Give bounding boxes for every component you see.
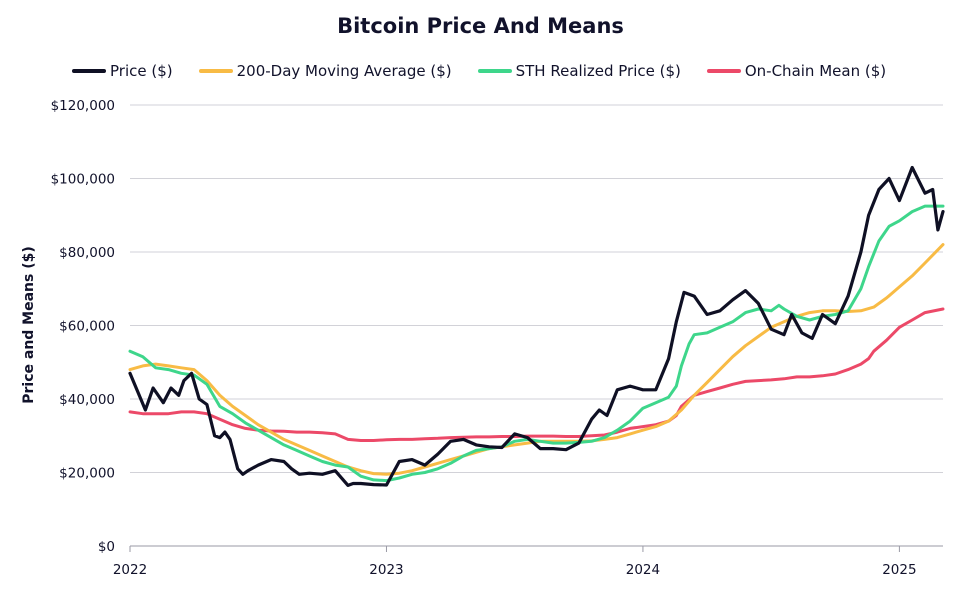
y-tick-label: $80,000 [59,245,115,261]
legend-item-sth-realized: STH Realized Price ($) [477,62,681,80]
y-tick-label: $40,000 [59,392,115,408]
x-axis: 2022 2023 2024 2025 [113,546,917,578]
x-tick-label: 2024 [626,562,660,578]
y-axis-label: Price and Means ($) [21,246,37,404]
legend-label-on-chain-mean: On-Chain Mean ($) [744,62,887,80]
y-tick-label: $100,000 [51,172,115,188]
legend-swatch-price [72,69,106,73]
legend-label-200-day-ma: 200-Day Moving Average ($) [236,62,452,80]
legend-item-on-chain-mean: On-Chain Mean ($) [706,62,887,80]
legend-swatch-sth-realized [477,69,512,73]
legend: Price ($) 200-Day Moving Average ($) STH… [72,61,912,81]
gridlines [130,104,943,547]
y-tick-label: $20,000 [59,466,115,482]
y-tick-label: $60,000 [59,319,115,335]
chart-title: Bitcoin Price And Means [337,14,624,38]
series-lines [128,165,945,487]
legend-item-200-day-ma: 200-Day Moving Average ($) [198,62,452,80]
legend-label-sth-realized: STH Realized Price ($) [515,62,681,80]
y-tick-label: $0 [98,539,115,555]
y-axis: $0 $20,000 $40,000 $60,000 $80,000 $100,000 $1… [51,98,115,555]
x-tick-label: 2023 [369,562,403,578]
legend-swatch-200-day-ma [198,69,233,73]
sth-realized-line [128,204,945,483]
legend-swatch-on-chain-mean [706,69,741,73]
legend-label-price: Price ($) [110,62,173,80]
price-line [128,165,945,487]
y-tick-label: $120,000 [51,98,115,114]
legend-item-price: Price ($) [72,62,173,80]
x-tick-label: 2025 [882,562,916,578]
x-tick-label: 2022 [113,562,147,578]
